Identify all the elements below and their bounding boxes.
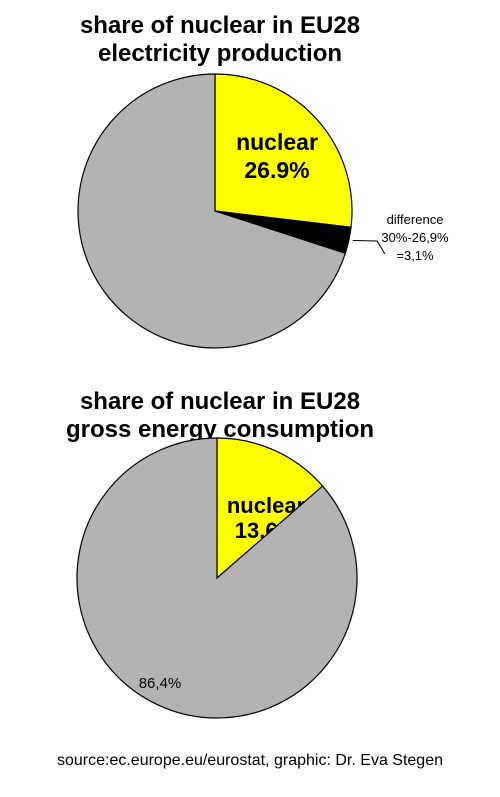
- chart-1-title-line-2: electricity production: [97, 40, 343, 67]
- pie-chart-electricity: nuclear 26.9% difference 30%-26,9% =3,1%: [77, 73, 449, 349]
- chart-1-slice-3: [77, 73, 347, 349]
- pie-chart-energy-consumption: nuclear 13.6%86,4%: [76, 437, 358, 719]
- chart-1-slice-2-label-line-3: =3,1%: [396, 248, 434, 263]
- chart-2-title-line-1: share of nuclear in EU28: [79, 388, 361, 415]
- chart-1-slice-1-label-line-2: 26.9%: [244, 157, 309, 183]
- chart-2-slice-2: [76, 437, 358, 719]
- chart-1-slice-2-leader-line: [352, 240, 386, 255]
- chart-2-title: share of nuclear in EU28 gross energy co…: [0, 388, 440, 444]
- chart-2-slice-2-label-line-1: 86,4%: [139, 675, 182, 692]
- chart-1-slice-1-label: nuclear 26.9%: [236, 129, 318, 183]
- chart-2-slice-1: [216, 437, 324, 580]
- chart-1-slice-2-label-line-1: difference: [387, 212, 444, 227]
- chart-1-slice-2-label: difference 30%-26,9% =3,1%: [381, 212, 449, 263]
- chart-1-slice-2-label-line-2: 30%-26,9%: [381, 230, 449, 245]
- chart-2-slice-2-label: 86,4%: [139, 675, 182, 692]
- source-caption: source:ec.europe.eu/eurostat, graphic: D…: [56, 752, 443, 769]
- chart-1-title-line-1: share of nuclear in EU28: [79, 12, 361, 39]
- chart-1-slice-1-label-line-1: nuclear: [236, 129, 318, 155]
- chart-1-slice-1: [214, 73, 353, 228]
- chart-1-title: share of nuclear in EU28 electricity pro…: [0, 12, 440, 68]
